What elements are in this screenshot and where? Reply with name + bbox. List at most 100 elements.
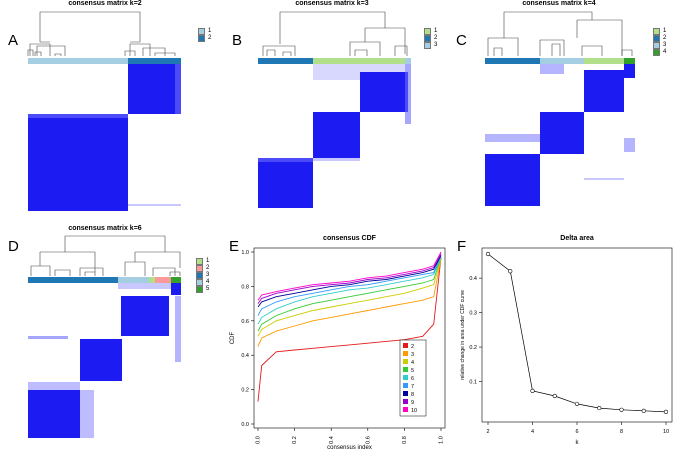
legend-swatch [653, 28, 660, 35]
legend-label-2: 2 [411, 344, 414, 350]
cluster-bar-2 [155, 277, 171, 283]
data-point-k9 [641, 408, 646, 413]
cluster-bar-1 [28, 58, 128, 64]
panel-letter-f: F [457, 238, 467, 255]
delta-line [487, 253, 667, 413]
data-point-k8 [619, 407, 624, 412]
plot-frame [253, 247, 446, 429]
consensus-block-2 [258, 158, 313, 208]
panel-letter-d: D [8, 238, 19, 255]
legend-swatch [424, 35, 431, 42]
consensus-cdf-chart: consensus CDF 0.0 0.2 0.4 0.6 0.8 1.0 0.0 0.2 0.4… [230, 235, 446, 450]
x-tick-label: 0.4 [329, 436, 335, 444]
y-tick-label: 0.2 [241, 388, 249, 394]
series-line-5 [257, 257, 442, 332]
legend-label: 3 [663, 42, 667, 48]
x-tick-label: 8 [620, 429, 623, 435]
series-line-4 [257, 258, 442, 337]
consensus-matrix-c [485, 11, 635, 206]
y-tick-label: 0.1 [469, 380, 477, 386]
consensus-block-2 [128, 64, 181, 114]
y-tick-label: 0.0 [241, 422, 249, 428]
consensus-block-3 [313, 112, 360, 158]
data-point-k6 [574, 401, 580, 407]
x-axis-label: consensus index [327, 445, 372, 450]
series-line-3 [257, 258, 442, 347]
y-tick-label: 1.0 [241, 250, 249, 256]
matrix-b-title: consensus matrix k=3 [295, 0, 369, 7]
x-tick-label: 10 [663, 429, 669, 435]
legend-c: 1 2 3 4 [653, 28, 666, 56]
legend-swatch [424, 28, 431, 35]
x-tick-label: 6 [575, 429, 578, 435]
chart-title: consensus CDF [323, 235, 377, 242]
consensus-matrix-d [28, 235, 181, 438]
series-line-10 [257, 251, 442, 301]
consensus-matrix-a [27, 11, 181, 211]
legend-label-6: 6 [411, 376, 414, 382]
series-line-9 [257, 253, 442, 304]
y-tick-label: 0.4 [241, 353, 249, 359]
legend-label-8: 8 [411, 392, 414, 398]
legend-swatch [653, 49, 660, 56]
dendrogram [30, 235, 181, 276]
series-line-6 [257, 257, 442, 325]
legend-swatch [198, 28, 205, 35]
y-axis-label: CDF [230, 332, 236, 345]
legend-label-9: 9 [411, 400, 414, 406]
y-tick-label: 0.8 [241, 284, 249, 290]
legend-label-5: 5 [411, 368, 414, 374]
legend-label: 4 [206, 279, 210, 285]
legend-a: 1 2 [198, 28, 211, 42]
series-line-7 [257, 255, 442, 316]
legend-swatch [196, 258, 203, 265]
legend-swatch [196, 286, 203, 293]
legend-swatch [196, 265, 203, 272]
legend-swatch-4 [403, 359, 408, 364]
data-point-k7 [597, 405, 602, 411]
cluster-bar-4 [118, 277, 149, 283]
dendrogram [487, 11, 633, 56]
legend-label-3: 3 [411, 352, 414, 358]
x-axis-label: k [576, 440, 580, 446]
x-tick-label: 4 [531, 429, 534, 435]
cluster-bar-3 [540, 58, 584, 64]
consensus-block-3 [540, 112, 584, 154]
legend-swatch-5 [403, 367, 408, 372]
cluster-bar-3 [405, 58, 411, 64]
matrix-d-title: consensus matrix k=6 [68, 225, 142, 232]
chart-title: Delta area [560, 235, 594, 242]
dendrogram [262, 11, 408, 56]
x-tick-label: 0.8 [402, 436, 408, 444]
legend-label-10: 10 [411, 408, 417, 414]
series-line-2 [257, 257, 442, 402]
cluster-bar-2 [258, 58, 313, 64]
legend-swatch-3 [403, 351, 408, 356]
legend-label: 4 [663, 49, 667, 55]
legend-swatch [198, 35, 205, 42]
legend-label: 5 [206, 286, 210, 292]
legend-swatch-10 [403, 407, 408, 412]
x-tick-label: 2 [486, 429, 489, 435]
panel-letter-a: A [8, 32, 19, 49]
y-tick-label: 0.6 [241, 319, 249, 325]
consensus-matrix-b [258, 11, 411, 208]
consensus-block-2 [485, 154, 540, 206]
legend-swatch-7 [403, 383, 408, 388]
legend-label: 3 [206, 272, 210, 278]
series-line-8 [257, 255, 442, 308]
x-tick-label: 0.6 [365, 436, 371, 444]
cluster-bar-2 [485, 58, 540, 64]
x-tick-label: 1.0 [439, 436, 445, 444]
cluster-bar-3 [28, 277, 118, 283]
legend-swatch [196, 272, 203, 279]
x-tick-label: 0.2 [292, 436, 298, 444]
legend-b: 1 2 3 [424, 28, 437, 49]
consensus-block-3 [28, 390, 80, 438]
panel-letter-b: B [232, 32, 243, 49]
consensus-block-1 [584, 70, 624, 112]
cluster-bar-1 [584, 58, 624, 64]
data-point-k4 [530, 388, 535, 393]
legend-label: 2 [663, 35, 667, 41]
legend-swatch [653, 42, 660, 49]
